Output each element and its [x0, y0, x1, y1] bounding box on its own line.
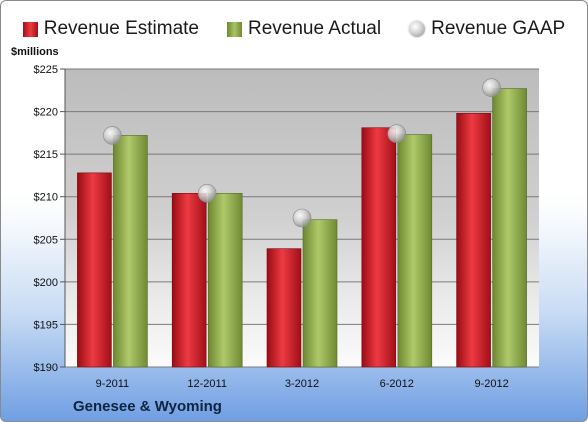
marker-revenue-gaap [103, 126, 122, 145]
x-tick-label: 9-2011 [96, 378, 129, 390]
marker-revenue-gaap [197, 184, 217, 203]
bar-revenue-estimate [266, 248, 302, 368]
legend-item-estimate: Revenue Estimate [22, 17, 199, 41]
y-tick-label: $220 [34, 107, 58, 119]
legend-item-actual: Revenue Actual [227, 17, 381, 41]
company-name: Genesee & Wyoming [73, 398, 222, 415]
y-axis-ticks: $190 $195 $200 $205 $210 $215 $220 $225 [34, 64, 65, 374]
y-tick-label: $205 [34, 234, 58, 246]
gaap-markers [103, 78, 501, 228]
marker-revenue-gaap [482, 78, 501, 98]
bar-revenue-actual [113, 135, 148, 368]
y-tick-label: $200 [34, 277, 58, 289]
y-tick-label: $215 [34, 149, 58, 161]
x-tick-label: 12-2011 [187, 378, 227, 390]
y-tick-label: $195 [34, 319, 58, 331]
legend-swatch-estimate [22, 21, 38, 37]
bar-revenue-estimate [361, 127, 397, 368]
bar-revenue-estimate [77, 172, 112, 368]
y-unit-label: $millions [11, 46, 59, 58]
legend-label-estimate: Revenue Estimate [43, 18, 199, 39]
bar-revenue-estimate [456, 112, 491, 368]
bar-revenue-actual [302, 219, 338, 368]
y-tick-label: $210 [34, 192, 58, 204]
x-tick-label: 3-2012 [285, 378, 319, 390]
x-tick-label: 9-2012 [474, 378, 508, 390]
y-tick-label: $190 [34, 362, 58, 374]
bars [77, 88, 527, 368]
legend-swatch-actual [227, 21, 242, 37]
bar-revenue-estimate [171, 193, 207, 368]
legend-item-gaap: Revenue GAAP [409, 17, 565, 41]
legend-label-actual: Revenue Actual [248, 18, 382, 39]
legend: Revenue Estimate Revenue Actual Revenue … [1, 17, 587, 41]
legend-swatch-gaap [409, 21, 426, 37]
marker-revenue-gaap [292, 208, 312, 228]
x-tick-label: 6-2012 [380, 378, 414, 390]
bar-revenue-actual [397, 134, 433, 368]
legend-label-gaap: Revenue GAAP [431, 18, 566, 39]
x-axis-ticks: 9-2011 12-2011 3-2012 6-2012 9-2012 [96, 378, 509, 390]
y-tick-label: $225 [34, 64, 58, 76]
marker-revenue-gaap [387, 124, 407, 144]
bar-revenue-actual [207, 193, 243, 368]
bar-revenue-actual [492, 88, 527, 368]
